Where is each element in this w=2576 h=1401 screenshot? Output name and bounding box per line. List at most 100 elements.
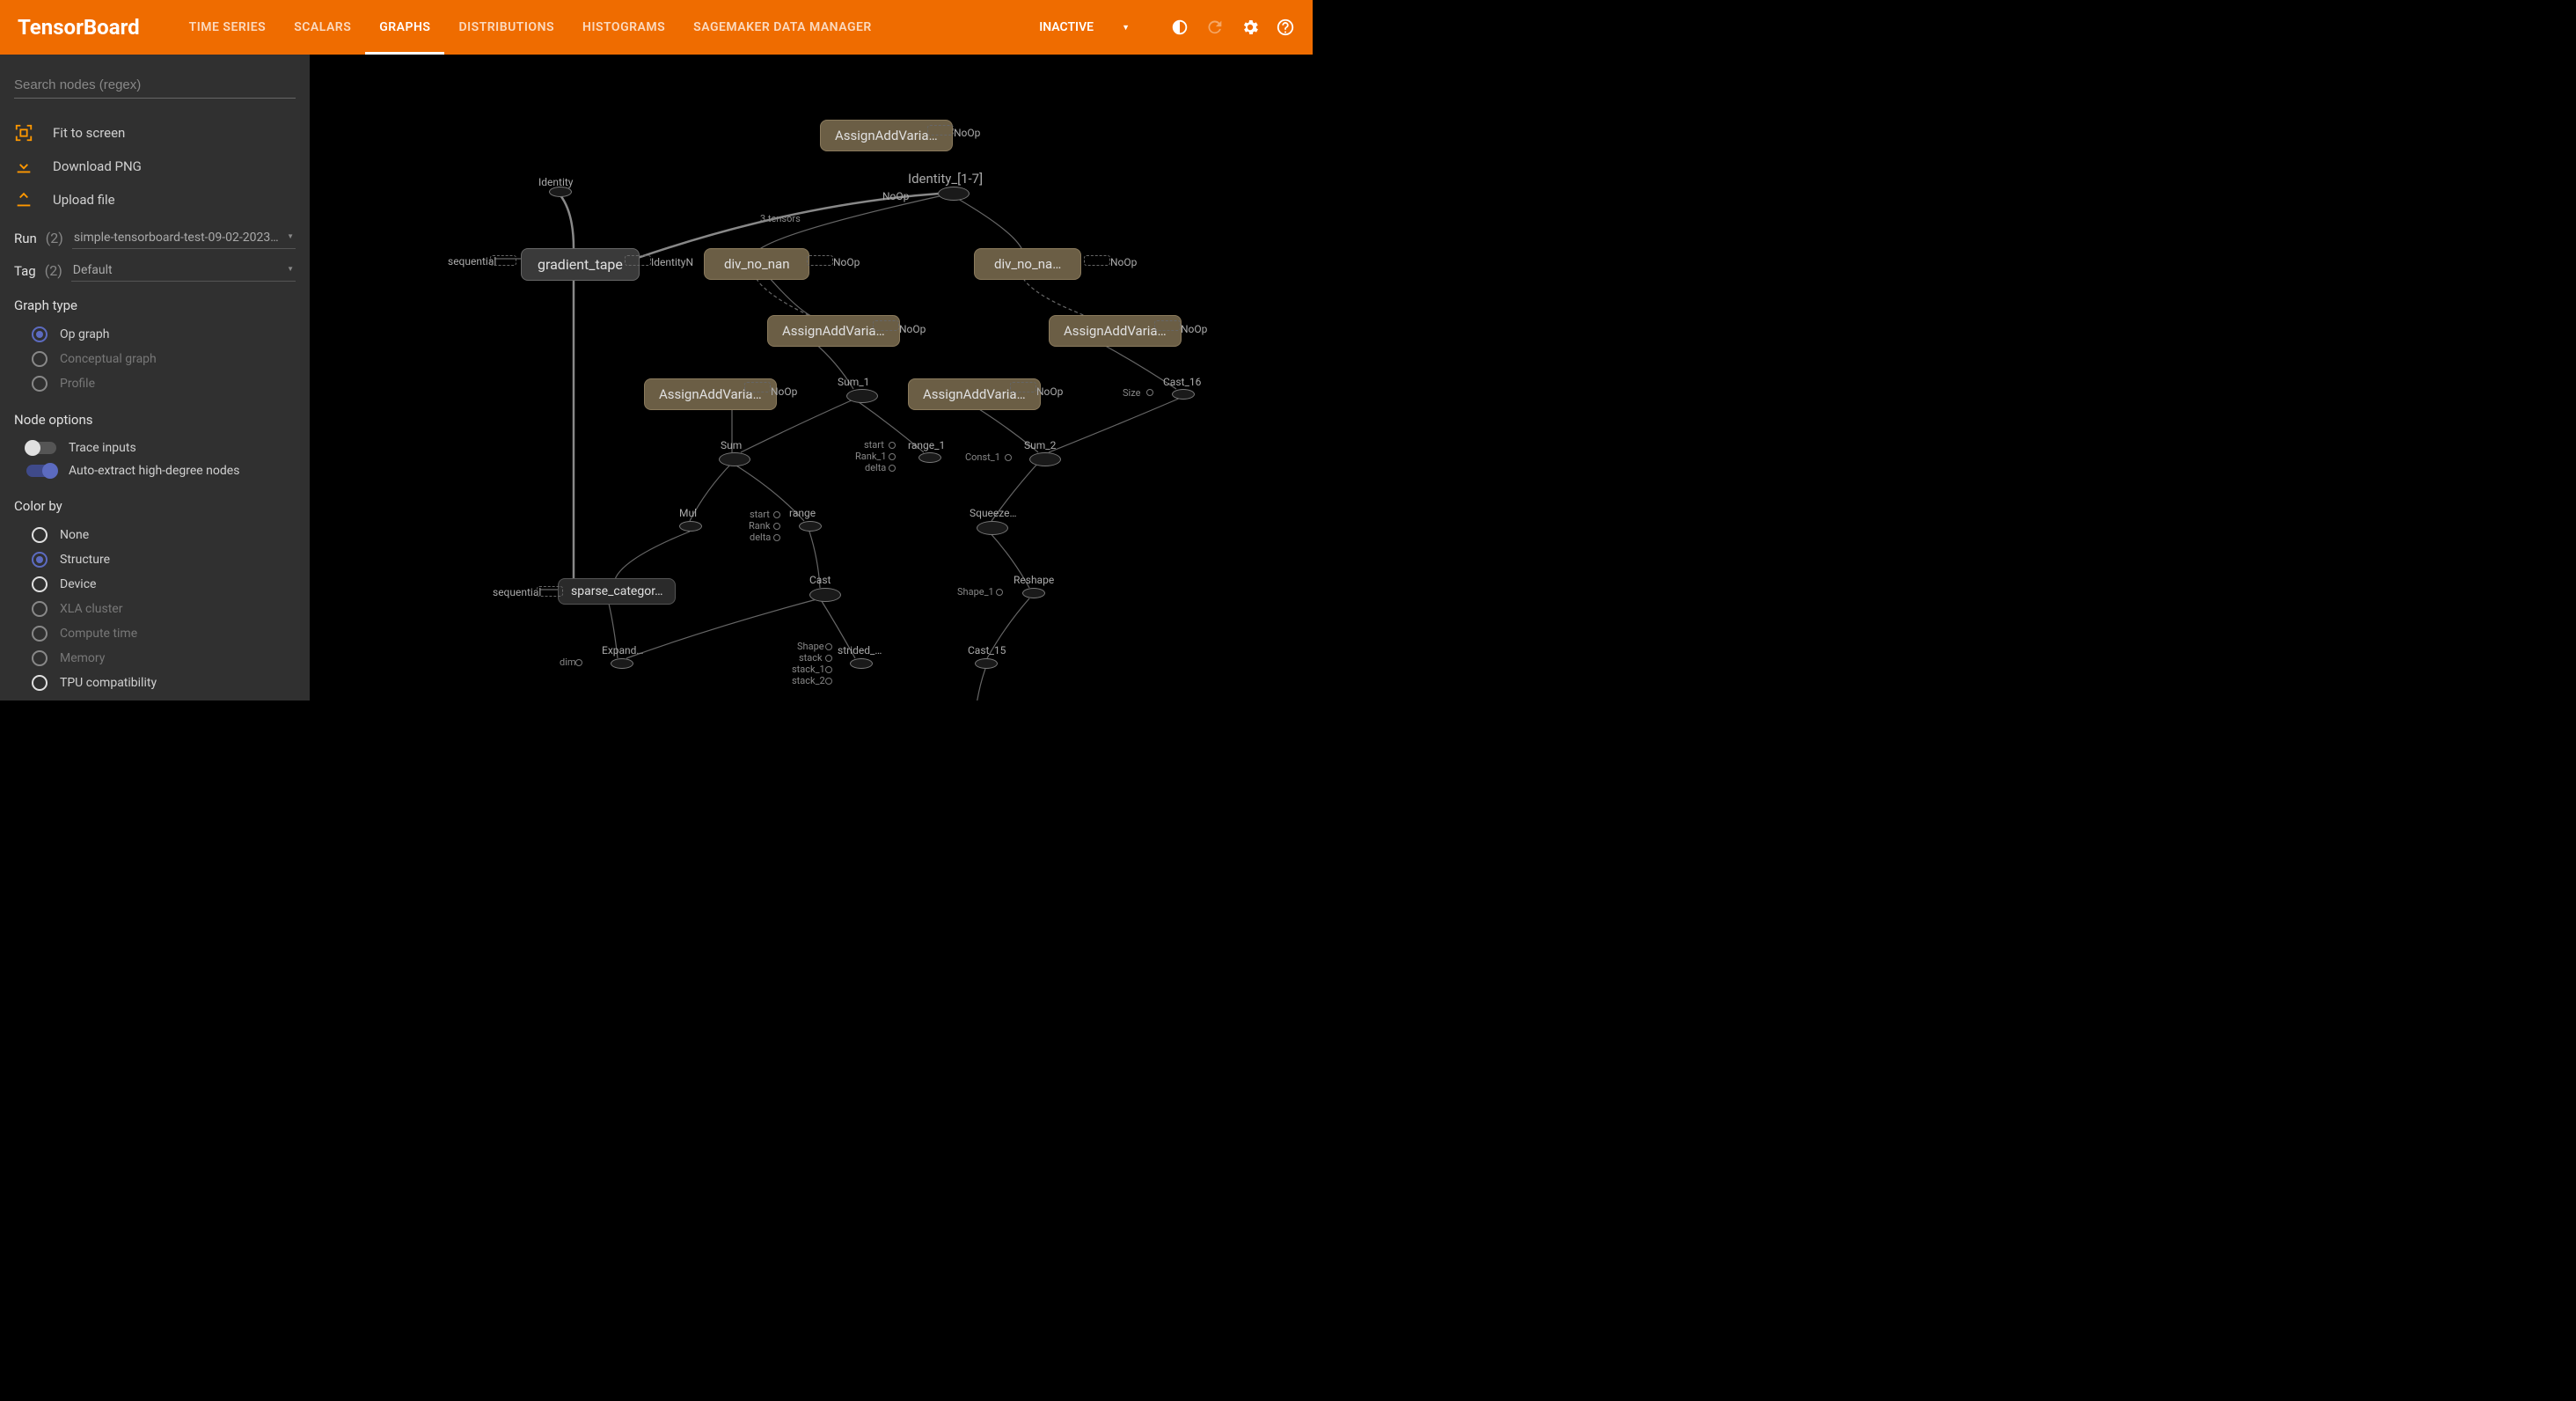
tab-graphs[interactable]: GRAPHS xyxy=(365,0,444,55)
run-count: (2) xyxy=(46,230,63,246)
action-label: Download PNG xyxy=(53,158,142,174)
graph-node[interactable]: sparse_categor… xyxy=(558,578,676,605)
download-action[interactable]: Download PNG xyxy=(14,150,296,183)
upload-action[interactable]: Upload file xyxy=(14,183,296,216)
status-select[interactable]: INACTIVE xyxy=(1036,17,1154,38)
tab-sagemaker-data-manager[interactable]: SAGEMAKER DATA MANAGER xyxy=(679,0,886,55)
graph-label: Rank_1 xyxy=(855,451,887,462)
graph-input-port xyxy=(889,453,896,460)
tab-histograms[interactable]: HISTOGRAMS xyxy=(568,0,679,55)
search-input[interactable] xyxy=(14,72,296,99)
sidebar: Fit to screenDownload PNGUpload file Run… xyxy=(0,55,310,700)
radio-icon xyxy=(32,552,48,568)
graph-input-port xyxy=(773,534,780,541)
graph-label: Const_1 xyxy=(965,451,1000,463)
graph-op-ellipse[interactable] xyxy=(799,521,822,532)
graph-op-ellipse[interactable] xyxy=(809,588,841,602)
graph-label: sequential xyxy=(448,255,496,268)
graph-input-port xyxy=(773,523,780,530)
graph-port xyxy=(807,255,833,266)
radio-icon xyxy=(32,601,48,617)
graph-op-ellipse[interactable] xyxy=(611,658,633,669)
toggle-trace-inputs[interactable]: Trace inputs xyxy=(14,436,296,459)
graph-op-ellipse[interactable] xyxy=(975,658,998,669)
fit-action[interactable]: Fit to screen xyxy=(14,116,296,150)
color-by-option-device[interactable]: Device xyxy=(14,572,296,597)
tab-time-series[interactable]: TIME SERIES xyxy=(175,0,281,55)
header-right: INACTIVE xyxy=(1036,17,1295,38)
color-by-option-structure[interactable]: Structure xyxy=(14,547,296,572)
graph-port xyxy=(744,382,771,392)
graph-op-ellipse[interactable] xyxy=(850,658,873,669)
radio-icon xyxy=(32,650,48,666)
help-icon[interactable] xyxy=(1276,18,1295,37)
graph-label: Sum_1 xyxy=(838,376,869,388)
graph-label: Size xyxy=(1123,387,1140,399)
graph-op-ellipse[interactable] xyxy=(1172,389,1195,400)
graph-op-ellipse[interactable] xyxy=(1029,452,1061,466)
graph-label: stack xyxy=(799,652,823,664)
graph-op-ellipse[interactable] xyxy=(846,389,878,403)
graph-type-option-conceptual-graph[interactable]: Conceptual graph xyxy=(14,347,296,371)
graph-canvas[interactable]: AssignAddVaria…gradient_tapediv_no_nandi… xyxy=(310,55,1313,700)
radio-icon xyxy=(32,351,48,367)
radio-icon xyxy=(32,326,48,342)
graph-op-ellipse[interactable] xyxy=(679,521,702,532)
graph-op-ellipse[interactable] xyxy=(719,452,750,466)
graph-node[interactable]: gradient_tape xyxy=(521,248,640,281)
settings-icon[interactable] xyxy=(1240,18,1260,37)
graph-port xyxy=(927,125,954,136)
graph-input-port xyxy=(773,511,780,518)
graph-node[interactable]: div_no_na… xyxy=(974,248,1081,280)
graph-label: Cast xyxy=(809,574,831,586)
radio-label: Profile xyxy=(60,377,95,391)
graph-label: range xyxy=(789,507,816,519)
refresh-icon[interactable] xyxy=(1205,18,1225,37)
toggle-label: Auto-extract high-degree nodes xyxy=(69,464,239,478)
graph-op-ellipse[interactable] xyxy=(938,187,970,201)
graph-op-ellipse[interactable] xyxy=(1022,588,1045,598)
tab-distributions[interactable]: DISTRIBUTIONS xyxy=(444,0,568,55)
graph-type-option-profile[interactable]: Profile xyxy=(14,371,296,396)
download-icon xyxy=(14,157,33,176)
tab-scalars[interactable]: SCALARS xyxy=(280,0,365,55)
graph-label: Sum_2 xyxy=(1024,439,1056,451)
color-by-option-none[interactable]: None xyxy=(14,523,296,547)
color-by-option-compute-time[interactable]: Compute time xyxy=(14,621,296,646)
color-by-option-memory[interactable]: Memory xyxy=(14,646,296,671)
graph-node[interactable]: div_no_nan xyxy=(704,248,809,280)
tag-select[interactable]: Default xyxy=(71,260,296,282)
graph-label: stack_2 xyxy=(792,675,825,686)
toggle-label: Trace inputs xyxy=(69,441,136,455)
graph-op-ellipse[interactable] xyxy=(977,521,1008,535)
graph-label: Squeeze… xyxy=(970,507,1017,519)
graph-type-option-op-graph[interactable]: Op graph xyxy=(14,322,296,347)
toggle-icon xyxy=(26,442,56,454)
run-select[interactable]: simple-tensorboard-test-09-02-2023-1 xyxy=(72,227,296,249)
graph-input-port xyxy=(996,589,1003,596)
graph-label: sequential xyxy=(493,586,541,598)
graph-op-ellipse[interactable] xyxy=(549,187,572,197)
radio-label: None xyxy=(60,528,89,542)
radio-label: Conceptual graph xyxy=(60,352,157,366)
tag-select-row: Tag (2) Default xyxy=(14,260,296,282)
graph-port xyxy=(873,320,899,331)
graph-label: Shape_1 xyxy=(957,586,994,598)
graph-input-port xyxy=(825,643,832,650)
graph-label: NoOp xyxy=(954,127,980,139)
radio-label: Structure xyxy=(60,553,110,567)
graph-op-ellipse[interactable] xyxy=(918,452,941,463)
app-header: TensorBoard TIME SERIESSCALARSGRAPHSDIST… xyxy=(0,0,1313,55)
graph-label: NoOp xyxy=(882,190,909,202)
color-by-option-xla-cluster[interactable]: XLA cluster xyxy=(14,597,296,621)
color-by-option-tpu-compatibility[interactable]: TPU compatibility xyxy=(14,671,296,695)
graph-label: delta xyxy=(865,462,886,473)
action-label: Fit to screen xyxy=(53,125,125,141)
radio-label: Device xyxy=(60,577,96,591)
radio-label: Op graph xyxy=(60,327,110,341)
radio-icon xyxy=(32,527,48,543)
graph-port xyxy=(1010,382,1036,392)
theme-toggle-icon[interactable] xyxy=(1170,18,1189,37)
graph-label: Cast_15 xyxy=(968,644,1006,656)
toggle-auto-extract-high-degree-nodes[interactable]: Auto-extract high-degree nodes xyxy=(14,459,296,482)
